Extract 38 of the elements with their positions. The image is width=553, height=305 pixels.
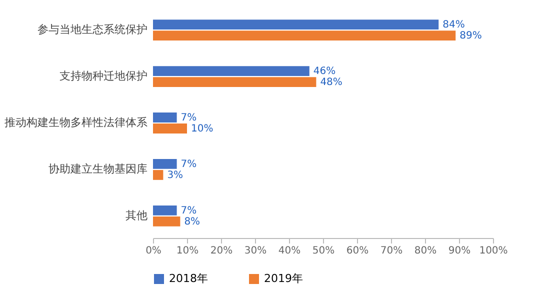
x-tick-label: 100% <box>479 246 508 256</box>
bar <box>153 216 180 226</box>
data-label: 7% <box>180 158 197 170</box>
data-label: 46% <box>313 66 336 78</box>
y-tick-label: 协助建立生物基因库 <box>48 162 148 176</box>
data-label: 84% <box>442 20 465 31</box>
x-tick-label: 10% <box>176 246 199 256</box>
bar <box>153 112 177 122</box>
data-label: 10% <box>191 124 214 134</box>
data-label: 7% <box>180 205 197 216</box>
x-tick-label: 0% <box>146 246 162 256</box>
bar <box>153 66 310 76</box>
bar <box>153 159 177 169</box>
x-tick-label: 50% <box>312 246 335 256</box>
data-label: 89% <box>460 30 482 42</box>
x-tick-label: 20% <box>210 246 233 256</box>
data-label: 48% <box>320 77 342 88</box>
y-tick-label: 参与当地生态系统保护 <box>38 23 148 36</box>
bar <box>153 77 316 87</box>
x-tick-label: 30% <box>244 246 267 256</box>
y-tick-label: 支持物种迁地保护 <box>60 70 148 83</box>
legend-label: 2019年 <box>264 272 303 285</box>
bar <box>153 20 439 30</box>
x-tick-label: 70% <box>380 246 403 256</box>
x-tick-label: 80% <box>414 246 437 256</box>
y-tick-label: 推动构建生物多样性法律体系 <box>4 116 148 129</box>
data-label: 3% <box>167 170 184 181</box>
bar <box>153 30 456 41</box>
x-tick-label: 60% <box>346 246 369 256</box>
data-label: 8% <box>184 216 200 228</box>
x-tick-label: 90% <box>448 246 471 256</box>
bar <box>153 205 177 216</box>
data-label: 7% <box>180 112 197 124</box>
y-tick-label: 其他 <box>126 208 148 222</box>
legend-label: 2018年 <box>169 272 208 285</box>
x-tick-label: 40% <box>278 246 301 256</box>
bar <box>153 170 164 180</box>
bar <box>153 124 187 134</box>
